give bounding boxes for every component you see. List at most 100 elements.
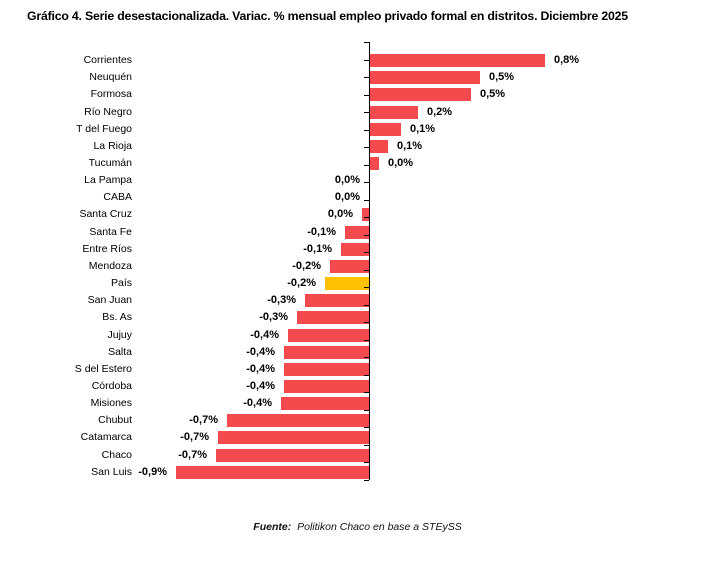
axis-tick xyxy=(364,462,369,464)
axis-tick xyxy=(364,129,369,131)
bar xyxy=(284,362,369,376)
bar xyxy=(330,259,369,273)
axis-tick xyxy=(364,339,369,341)
highlight-bar xyxy=(325,277,369,291)
category-label: Mendoza xyxy=(88,259,132,272)
category-label: Jujuy xyxy=(107,328,132,341)
value-label: -0,7% xyxy=(178,448,207,461)
category-label: Santa Cruz xyxy=(79,208,132,221)
value-label: -0,4% xyxy=(243,397,272,410)
bar xyxy=(341,242,369,256)
value-label: 0,0% xyxy=(334,191,360,204)
axis-tick xyxy=(364,112,369,114)
value-label: 0,2% xyxy=(427,105,453,118)
bar xyxy=(345,225,369,239)
bar xyxy=(227,414,369,428)
category-label: Río Negro xyxy=(84,105,132,118)
value-label: 0,5% xyxy=(480,88,506,101)
axis-tick xyxy=(364,409,369,411)
value-label: 0,0% xyxy=(327,208,353,221)
category-label: La Pampa xyxy=(84,174,132,187)
bar xyxy=(362,208,369,222)
category-label: Corrientes xyxy=(83,54,132,67)
axis-tick xyxy=(364,392,369,394)
category-label: Bs. As xyxy=(102,311,132,324)
value-label: -0,7% xyxy=(180,431,209,444)
bar xyxy=(305,294,369,308)
value-label: 0,1% xyxy=(410,122,436,135)
category-label: Formosa xyxy=(90,88,132,101)
bar xyxy=(297,311,369,325)
axis-tick xyxy=(364,252,369,254)
axis-tick xyxy=(364,287,369,289)
value-label: -0,7% xyxy=(189,414,218,427)
value-label: -0,4% xyxy=(246,379,275,392)
axis-tick xyxy=(364,147,369,149)
bar xyxy=(288,328,369,342)
value-label: -0,2% xyxy=(287,277,316,290)
bar xyxy=(218,431,369,445)
value-label: -0,3% xyxy=(267,294,296,307)
bar xyxy=(284,345,369,359)
bar xyxy=(281,397,369,411)
axis-tick xyxy=(364,164,369,166)
source-prefix: Fuente: xyxy=(253,521,292,533)
value-label: -0,2% xyxy=(292,259,321,272)
category-label: Entre Ríos xyxy=(82,242,132,255)
bar xyxy=(370,54,545,68)
category-label: S del Estero xyxy=(74,362,132,375)
category-label: Chubut xyxy=(98,414,132,427)
axis-tick xyxy=(364,94,369,96)
category-label: La Rioja xyxy=(93,139,132,152)
value-label: 0,0% xyxy=(388,157,414,169)
axis-tick xyxy=(364,357,369,359)
axis-tick xyxy=(364,217,369,219)
value-label: 0,8% xyxy=(554,54,580,67)
axis-tick xyxy=(364,322,369,324)
bar xyxy=(370,88,471,102)
bar xyxy=(370,139,388,153)
zero-axis-line xyxy=(369,42,370,480)
value-label: -0,4% xyxy=(246,362,275,375)
category-label: CABA xyxy=(103,191,132,204)
category-label: Misiones xyxy=(90,397,132,410)
category-label: Salta xyxy=(108,345,132,358)
chart-title: Gráfico 4. Serie desestacionalizada. Var… xyxy=(27,9,628,23)
axis-tick xyxy=(364,182,369,184)
value-label: 0,1% xyxy=(397,139,423,152)
axis-tick xyxy=(364,199,369,201)
bar xyxy=(370,71,480,85)
value-label: -0,4% xyxy=(250,328,279,341)
axis-tick xyxy=(364,42,369,43)
category-label: Neuquén xyxy=(89,71,132,84)
source-text: Politikon Chaco en base a STEySS xyxy=(297,521,462,533)
category-label: San Luis xyxy=(91,465,132,478)
axis-tick xyxy=(364,480,369,481)
axis-tick xyxy=(364,304,369,306)
category-label: Córdoba xyxy=(91,379,132,392)
category-label: Catamarca xyxy=(80,431,132,444)
bar xyxy=(370,122,401,136)
axis-tick xyxy=(364,374,369,376)
axis-tick xyxy=(364,77,369,79)
value-label: -0,1% xyxy=(303,242,332,255)
category-label: T del Fuego xyxy=(76,122,132,135)
value-label: -0,9% xyxy=(138,465,167,478)
value-label: 0,5% xyxy=(489,71,515,84)
bar xyxy=(216,448,369,462)
value-label: -0,3% xyxy=(259,311,288,324)
category-label: Santa Fe xyxy=(89,225,132,238)
axis-tick xyxy=(364,427,369,429)
category-label: Chaco xyxy=(101,448,132,461)
value-label: -0,4% xyxy=(246,345,275,358)
category-label: San Juan xyxy=(87,294,132,307)
bar xyxy=(284,379,369,393)
source-note: Fuente: Politikon Chaco en base a STEySS xyxy=(0,521,715,533)
axis-tick xyxy=(364,59,369,61)
axis-tick xyxy=(364,234,369,236)
axis-tick xyxy=(364,444,369,446)
category-label: Tucumán xyxy=(88,157,132,169)
bar xyxy=(370,105,418,119)
